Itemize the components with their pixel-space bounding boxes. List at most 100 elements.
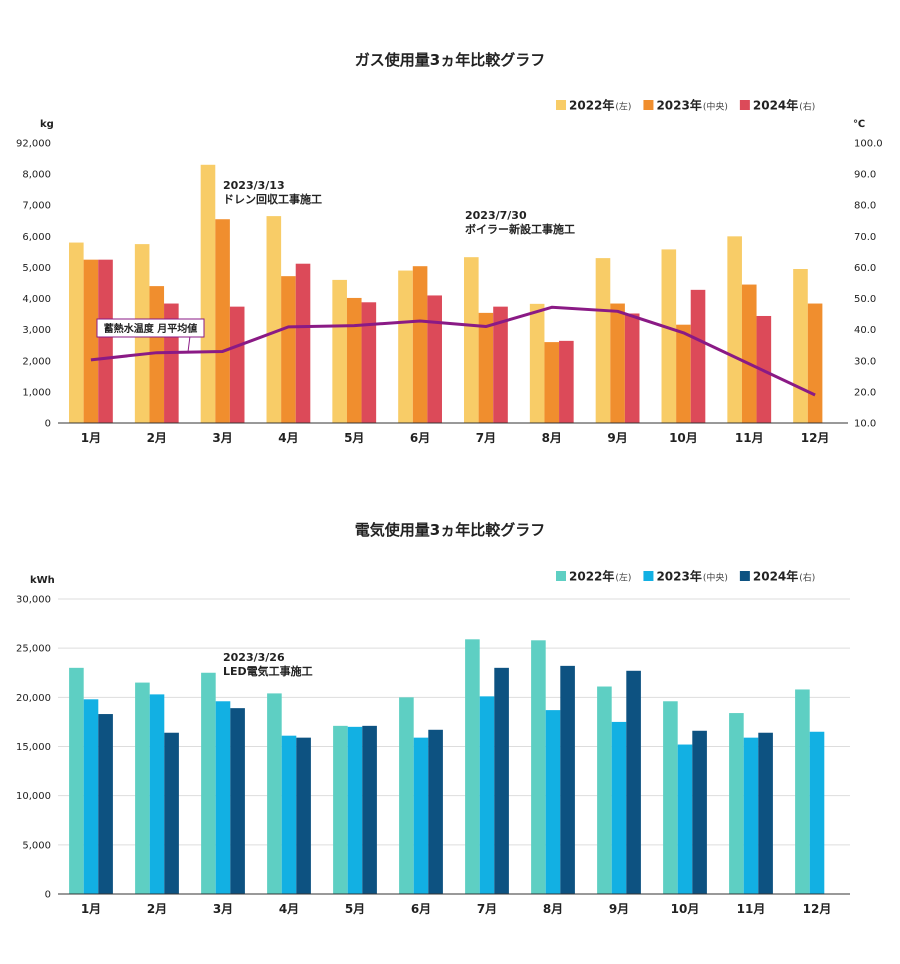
x-tick-label: 9月	[609, 902, 629, 916]
x-tick-label: 3月	[213, 902, 233, 916]
annotation-line: 2023/3/26	[223, 651, 285, 664]
bar-3	[98, 714, 113, 894]
bar-2	[412, 266, 428, 423]
bar-1	[597, 686, 612, 894]
bar-3	[626, 670, 641, 894]
bar-3	[296, 737, 311, 894]
bar-2	[611, 721, 627, 894]
bar-2	[610, 303, 625, 423]
legend-label: 2023年	[656, 569, 701, 584]
bar-3	[624, 313, 640, 423]
y2-tick-label: 100.0	[854, 139, 883, 150]
y-tick-label: 30,000	[16, 595, 51, 606]
bar-1	[795, 689, 810, 894]
bar-3	[493, 306, 508, 423]
y-tick-label: 10,000	[16, 791, 51, 802]
electricity-usage-chart: 電気使用量3ヵ年比較グラフ kWh 0 5,000 10,000 15,000 20,0…	[16, 521, 850, 916]
bar-3	[362, 725, 377, 894]
y2-axis-unit: ℃	[853, 119, 865, 130]
legend-label: 2022年	[569, 569, 614, 584]
legend-swatch	[739, 100, 750, 110]
bar-3	[428, 729, 443, 894]
line-label-text: 蓄熱水温度 月平均値	[104, 322, 197, 335]
legend-swatch	[643, 571, 654, 581]
bar-1	[529, 303, 545, 423]
temperature-line	[90, 305, 816, 397]
y-tick-label: 8,000	[22, 170, 51, 181]
bar-2	[347, 726, 363, 894]
x-tick-label: 10月	[671, 902, 700, 916]
bar-2	[281, 735, 297, 894]
annotation-line: LED電気工事施工	[223, 664, 313, 678]
y-tick-label: 6,000	[22, 232, 51, 243]
x-tick-label: 5月	[344, 431, 364, 445]
bar-2	[809, 731, 825, 894]
bar-1	[399, 697, 414, 894]
x-tick-label: 7月	[477, 902, 497, 916]
bar-1	[531, 640, 546, 894]
y2-tick-label: 50.0	[854, 294, 876, 305]
bar-2	[478, 312, 494, 423]
legend-swatch	[556, 100, 566, 110]
x-tick-label: 12月	[801, 431, 830, 445]
bar-2	[676, 324, 691, 423]
legend-item: 2022年 (左)	[556, 569, 631, 584]
y-tick-label: 25,000	[16, 644, 51, 655]
bar-1	[267, 693, 282, 894]
legend-item: 2023年 (中央)	[643, 98, 728, 113]
legend-note: (中央)	[703, 101, 728, 113]
y-tick-label: 20,000	[16, 693, 51, 704]
x-tick-label: 1月	[81, 902, 101, 916]
bar-3	[361, 302, 377, 423]
bar-3	[427, 295, 442, 423]
x-tick-label: 2月	[147, 902, 167, 916]
bar-2	[149, 694, 165, 894]
legend-label: 2023年	[656, 98, 701, 113]
chart-title: ガス使用量3ヵ年比較グラフ	[355, 51, 545, 69]
annotation-line: ボイラー新設工事施工	[465, 222, 575, 236]
legend-note: (右)	[799, 572, 815, 584]
bar-2	[83, 699, 99, 894]
x-tick-label: 6月	[411, 902, 431, 916]
legend-note: (右)	[799, 101, 815, 113]
legend-item: 2022年 (左)	[556, 98, 631, 113]
x-tick-label: 6月	[410, 431, 430, 445]
bar-1	[398, 270, 413, 423]
bar-2	[544, 342, 560, 423]
bar-2	[215, 219, 230, 423]
y-tick-label: 3,000	[22, 325, 51, 336]
legend-note: (左)	[615, 101, 631, 113]
bar-3	[164, 732, 179, 894]
x-tick-label: 1月	[81, 431, 101, 445]
bar-2	[677, 744, 693, 894]
x-tick-label: 12月	[803, 902, 832, 916]
y-tick-label: 15,000	[16, 742, 51, 753]
bar-1	[663, 701, 678, 894]
y-tick-label: 2,000	[22, 356, 51, 367]
bar-1	[464, 257, 479, 423]
legend-item: 2024年 (右)	[739, 98, 815, 113]
bar-3	[230, 708, 245, 894]
legend-label: 2022年	[569, 98, 614, 113]
legend-swatch	[643, 100, 654, 110]
y-tick-label: 4,000	[22, 294, 51, 305]
bar-1	[135, 682, 150, 894]
x-tick-label: 8月	[542, 431, 562, 445]
y2-tick-label: 70.0	[854, 232, 876, 243]
y-tick-label: 0	[45, 419, 51, 430]
legend-label: 2024年	[753, 569, 798, 584]
legend-item: 2024年 (右)	[739, 569, 815, 584]
bar-2	[743, 737, 759, 894]
bar-1	[661, 249, 677, 423]
x-tick-label: 7月	[476, 431, 496, 445]
line-label-leader	[187, 335, 191, 353]
bar-1	[200, 164, 216, 423]
y-tick-label: 5,000	[22, 840, 51, 851]
bar-1	[69, 242, 84, 423]
x-tick-label: 5月	[345, 902, 365, 916]
bar-2	[741, 284, 757, 423]
line-series-label: 蓄熱水温度 月平均値	[96, 318, 205, 353]
y2-tick-label: 60.0	[854, 263, 876, 274]
